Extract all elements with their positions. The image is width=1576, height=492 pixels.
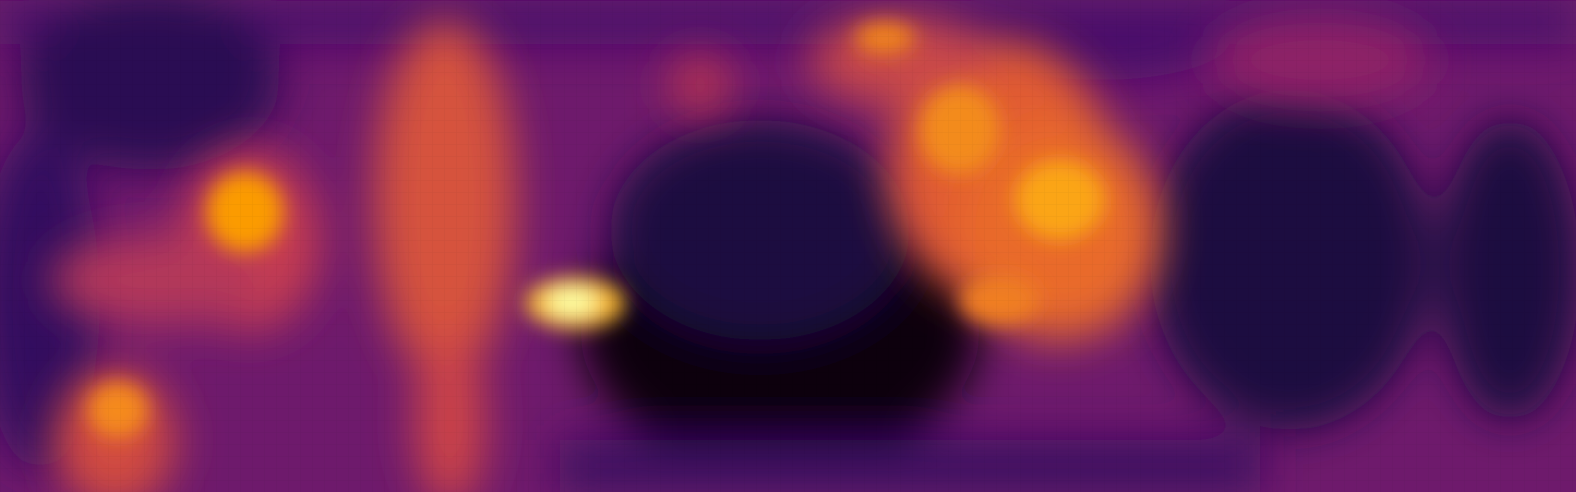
heatmap-canvas — [0, 0, 1576, 492]
heatmap-grid-overlay — [0, 0, 1576, 492]
depth-heatmap — [0, 0, 1576, 492]
